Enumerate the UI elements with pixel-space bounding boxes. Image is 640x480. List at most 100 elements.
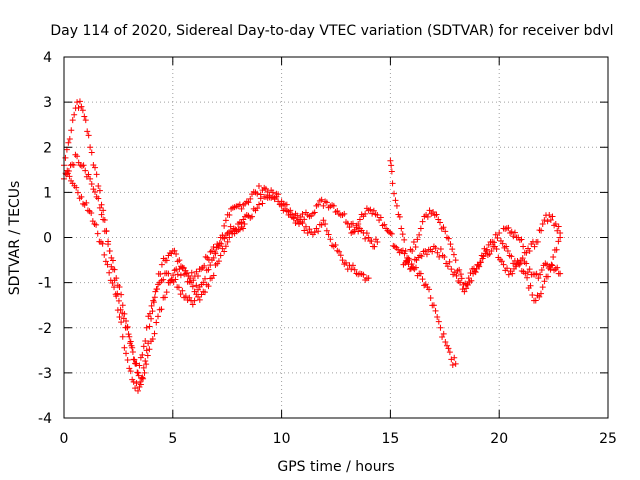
data-marker	[146, 346, 153, 353]
data-point	[176, 266, 183, 273]
data-point	[226, 234, 233, 241]
data-marker	[148, 302, 155, 309]
data-marker	[106, 269, 113, 276]
data-marker	[186, 294, 193, 301]
y-tick-label: 4	[43, 50, 52, 66]
data-point	[217, 252, 224, 259]
data-marker	[229, 230, 236, 237]
data-marker	[453, 272, 460, 279]
data-point	[191, 297, 198, 304]
data-marker	[315, 201, 322, 208]
data-marker	[472, 269, 479, 276]
data-marker	[71, 111, 78, 118]
data-marker	[444, 263, 451, 270]
data-point	[87, 175, 94, 182]
data-marker	[488, 248, 495, 255]
data-marker	[127, 340, 134, 347]
data-marker	[157, 270, 164, 277]
data-marker	[109, 257, 116, 264]
data-marker	[341, 210, 348, 217]
data-marker	[550, 254, 557, 261]
data-marker	[370, 207, 377, 214]
data-marker	[482, 250, 489, 257]
data-marker	[484, 246, 491, 253]
data-marker	[137, 354, 144, 361]
data-point	[134, 387, 141, 394]
data-marker	[79, 107, 86, 114]
data-marker	[116, 314, 123, 321]
data-marker	[498, 258, 505, 265]
data-marker	[218, 240, 225, 247]
data-marker	[368, 238, 375, 245]
data-marker	[518, 236, 525, 243]
data-point	[348, 266, 355, 273]
data-marker	[135, 372, 142, 379]
data-point	[226, 211, 233, 218]
data-marker	[84, 128, 91, 135]
data-marker	[531, 243, 538, 250]
data-marker	[224, 238, 231, 245]
data-point	[113, 275, 120, 282]
data-marker	[519, 255, 526, 262]
y-tick-label: 3	[43, 95, 52, 111]
data-marker	[547, 217, 554, 224]
data-marker	[396, 213, 403, 220]
data-marker	[226, 229, 233, 236]
data-marker	[98, 211, 105, 218]
y-tick-label: 2	[43, 140, 52, 156]
data-marker	[129, 348, 136, 355]
data-marker	[434, 249, 441, 256]
data-marker	[96, 204, 103, 211]
data-marker	[190, 277, 197, 284]
data-marker	[399, 247, 406, 254]
data-marker	[96, 187, 103, 194]
data-marker	[115, 297, 122, 304]
data-point	[322, 220, 329, 227]
data-point	[548, 261, 555, 268]
data-point	[520, 243, 527, 250]
data-marker	[249, 213, 256, 220]
data-marker	[504, 265, 511, 272]
data-marker	[403, 258, 410, 265]
data-marker	[555, 223, 562, 230]
data-point	[500, 261, 507, 268]
data-marker	[494, 235, 501, 242]
data-point	[409, 248, 416, 255]
data-point	[452, 257, 459, 264]
x-tick-label: 5	[168, 431, 177, 447]
y-tick-label: 1	[43, 185, 52, 201]
data-marker	[194, 273, 201, 280]
data-point	[182, 293, 189, 300]
data-marker	[302, 223, 309, 230]
data-marker	[549, 213, 556, 220]
data-marker	[289, 211, 296, 218]
data-marker	[505, 271, 512, 278]
series-track-d	[348, 205, 459, 368]
data-marker	[334, 207, 341, 214]
data-point	[126, 365, 133, 372]
data-marker	[173, 251, 180, 258]
data-point	[158, 261, 165, 268]
data-point	[165, 270, 172, 277]
data-point	[137, 378, 144, 385]
data-point	[65, 139, 72, 146]
data-marker	[215, 244, 222, 251]
data-marker	[149, 336, 156, 343]
data-marker	[257, 195, 264, 202]
data-marker	[294, 212, 301, 219]
data-marker	[418, 253, 425, 260]
data-marker	[432, 307, 439, 314]
data-point	[443, 342, 450, 349]
data-marker	[88, 149, 95, 156]
data-marker	[212, 249, 219, 255]
data-marker	[434, 314, 441, 321]
data-marker	[202, 253, 209, 260]
data-marker	[429, 248, 436, 255]
data-marker	[161, 294, 168, 301]
data-marker	[416, 231, 423, 238]
data-point	[526, 248, 533, 255]
data-point	[126, 333, 133, 340]
data-marker	[210, 272, 217, 279]
data-point	[504, 248, 511, 255]
x-tick-label: 10	[273, 431, 291, 447]
